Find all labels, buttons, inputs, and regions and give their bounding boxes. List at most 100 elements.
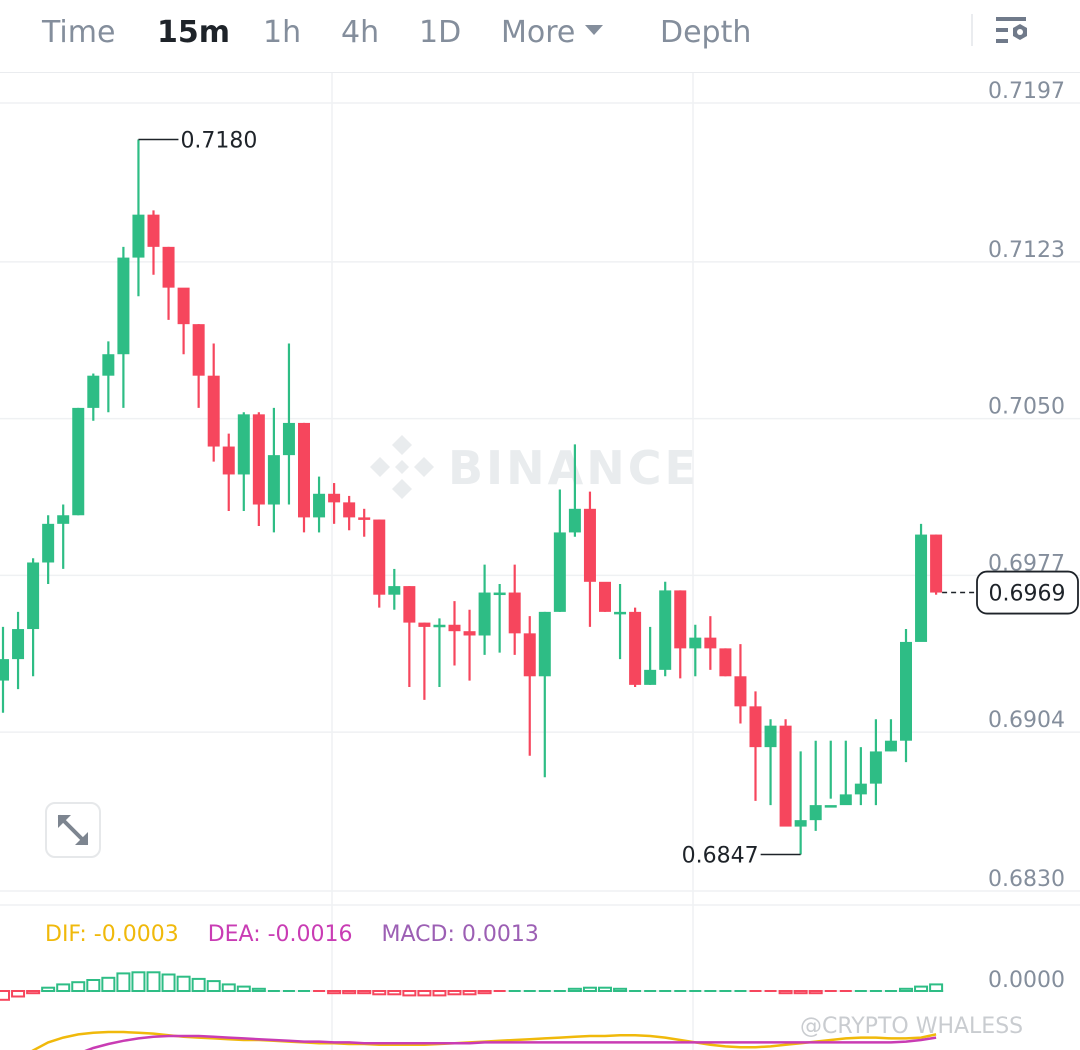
expand-chart-button[interactable] (45, 802, 101, 858)
candle-up (132, 139, 145, 297)
candle-up (915, 523, 928, 642)
last-price-badge (976, 570, 1079, 615)
candle-body (448, 624, 461, 632)
candle-up (478, 564, 491, 655)
candle-down (463, 609, 476, 681)
price-axis-label: 0.7050 (988, 395, 1065, 420)
candle-up (854, 747, 867, 806)
high-price-label: 0.7180 (180, 129, 257, 154)
candle-up (764, 719, 777, 806)
annotations: 0.7180 0.6847 0.6969 (138, 129, 1079, 868)
candle-body (764, 725, 777, 748)
candle-up (117, 246, 130, 408)
price-axis-label: 0.6830 (988, 867, 1065, 892)
price-axis-label: 0.7123 (988, 238, 1065, 263)
macd-bar (598, 986, 612, 993)
dea-line (84, 1034, 937, 1050)
candle-down (629, 607, 642, 688)
candle-body (839, 794, 852, 806)
dea-label: DEA: -0.0016 (207, 922, 353, 947)
macd-bar (236, 985, 251, 992)
candlestick-chart[interactable]: BINANCE 0.71970.71230.70500.69770.69040.… (0, 73, 1080, 1050)
candle-body (599, 581, 611, 612)
candle-body (147, 214, 160, 247)
candle-down (298, 422, 310, 533)
candle-body (132, 214, 145, 258)
candle-body (704, 637, 717, 649)
tab-1d[interactable]: 1D (419, 15, 462, 50)
candle-body (493, 592, 506, 596)
candle-up (27, 558, 40, 677)
candle-body (854, 783, 867, 795)
candle-down (704, 616, 717, 670)
chart-grid (0, 73, 1080, 1050)
candle-up (388, 568, 401, 610)
candle-body (177, 287, 190, 325)
candle-body (734, 676, 747, 707)
macd-bar (477, 990, 492, 995)
candle-down (674, 590, 687, 679)
candle-body (192, 324, 205, 376)
candle-down (162, 246, 175, 320)
macd-bar (432, 990, 447, 997)
candle-down (583, 491, 596, 627)
candle-up (493, 583, 506, 653)
candle-body (749, 706, 762, 748)
macd-bar (808, 990, 823, 995)
candle-up (614, 583, 627, 660)
candle-body (403, 586, 416, 623)
macd-bar (372, 990, 387, 996)
candle-up (794, 751, 807, 855)
interval-toolbar: Time 15m 1h 4h 1D More Depth (0, 0, 1080, 73)
candle-body (869, 751, 882, 784)
chart-settings-icon[interactable] (994, 14, 1034, 50)
candle-down (222, 433, 235, 511)
macd-bar (86, 979, 101, 992)
candle-up (282, 343, 295, 505)
candle-down (734, 644, 747, 724)
macd-bar (582, 986, 597, 993)
candle-body (538, 611, 551, 677)
dif-line (31, 1030, 937, 1050)
tab-15m[interactable]: 15m (157, 15, 231, 50)
last-price-label: 0.6969 (989, 582, 1066, 607)
candle-body (102, 354, 115, 376)
macd-bar (417, 990, 432, 997)
candle-body (508, 592, 521, 634)
tab-4h[interactable]: 4h (341, 15, 380, 50)
candle-body (282, 422, 295, 456)
candle-body (298, 422, 310, 518)
tab-more[interactable]: More (501, 14, 604, 52)
candle-body (659, 590, 672, 670)
candle-up (884, 719, 897, 752)
tab-1h[interactable]: 1h (263, 15, 302, 50)
macd-bar (327, 990, 342, 995)
candle-body (478, 592, 491, 636)
candle-body (884, 740, 897, 752)
macd-bar (447, 990, 462, 996)
candle-body (674, 590, 687, 649)
macd-bar (251, 987, 266, 992)
candle-up (267, 407, 280, 533)
candle-up (553, 489, 566, 612)
binance-watermark: BINANCE (370, 435, 696, 499)
candle-up (102, 341, 115, 413)
candle-body (809, 805, 822, 821)
candle-body (358, 517, 371, 520)
tab-depth[interactable]: Depth (660, 15, 752, 50)
tab-time[interactable]: Time (42, 15, 116, 50)
binance-logo-icon (370, 435, 434, 499)
candle-body (252, 414, 265, 505)
candle-body (779, 725, 792, 827)
macd-bar (161, 973, 176, 992)
expand-arrows-icon (58, 815, 88, 845)
candle-up (87, 373, 100, 421)
candle-down (719, 648, 732, 677)
macd-bar (929, 983, 944, 993)
candle-body (117, 257, 130, 355)
candle-up (809, 740, 822, 831)
candle-body (930, 534, 943, 593)
macd-bar (146, 971, 161, 992)
candle-body (523, 633, 536, 677)
